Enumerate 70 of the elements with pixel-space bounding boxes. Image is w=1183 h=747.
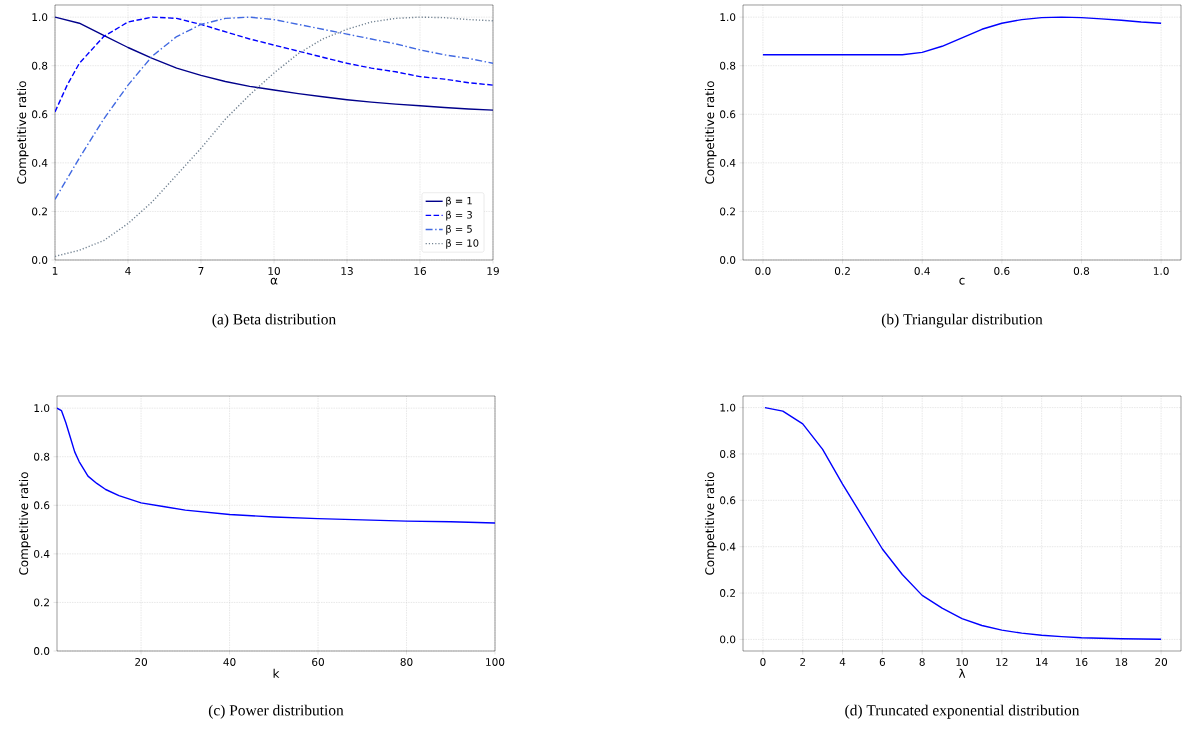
x-tick-label: 0.0 <box>755 267 771 275</box>
x-tick-label: 12 <box>996 658 1008 666</box>
x-tick-label: 4 <box>839 658 846 666</box>
x-axis-title: k <box>273 668 280 678</box>
x-tick-label: 0 <box>760 658 766 666</box>
x-tick-label: 4 <box>125 267 131 275</box>
x-tick-label: 20 <box>135 658 148 666</box>
x-tick-label: 10 <box>956 658 968 666</box>
x-tick-label: 0.6 <box>994 267 1010 275</box>
x-tick-label: 18 <box>1115 658 1128 666</box>
y-tick-label: 0.8 <box>720 61 736 70</box>
line-series <box>764 406 1162 640</box>
y-axis-title: Competitive ratio <box>704 472 717 575</box>
y-tick-label: 0.8 <box>32 61 48 70</box>
legend-label: β = 3 <box>446 210 472 221</box>
x-tick-label: 100 <box>486 658 505 666</box>
x-axis-title: λ <box>958 668 966 678</box>
y-tick-label: 0.6 <box>32 110 48 119</box>
y-axis-title: Competitive ratio <box>704 81 717 184</box>
y-tick-label: 0.2 <box>720 589 735 597</box>
x-tick-label: 0.4 <box>914 267 930 275</box>
x-tick-label: 1.0 <box>1153 267 1169 275</box>
x-tick-label: 19 <box>487 267 499 275</box>
legend-label: β = 5 <box>446 224 472 235</box>
y-tick-label: 0.6 <box>720 496 736 505</box>
x-tick-label: 8 <box>919 658 925 666</box>
x-tick-label: 7 <box>198 267 204 275</box>
y-tick-label: 1.0 <box>32 13 48 22</box>
y-tick-label: 0.4 <box>720 542 736 551</box>
y-tick-label: 0.4 <box>32 158 48 167</box>
y-tick-label: 0.2 <box>32 207 47 216</box>
x-tick-label: 0.8 <box>1073 267 1090 275</box>
x-tick-label: 2 <box>800 658 806 666</box>
x-tick-label: 13 <box>341 267 353 275</box>
x-tick-label: 20 <box>1155 658 1168 666</box>
y-tick-label: 0.0 <box>720 256 736 264</box>
y-tick-label: 0.6 <box>34 501 50 510</box>
text: (a) Beta distribution <box>212 313 336 328</box>
legend-label: β = 1 <box>446 196 472 207</box>
y-tick-label: 0.0 <box>720 635 736 644</box>
y-tick-label: 0.0 <box>34 647 50 655</box>
y-tick-label: 0.6 <box>720 110 736 119</box>
y-axis-title: Competitive ratio <box>16 81 29 184</box>
y-tick-label: 0.8 <box>720 450 736 458</box>
y-tick-label: 0.2 <box>34 598 49 607</box>
y-tick-label: 1.0 <box>720 403 736 412</box>
legend-label: β = 10 <box>446 239 479 249</box>
x-tick-label: 14 <box>1036 658 1048 666</box>
y-tick-label: 1.0 <box>720 13 736 22</box>
x-tick-label: 10 <box>268 267 280 275</box>
x-tick-label: 6 <box>879 658 886 666</box>
y-tick-label: 0.4 <box>34 549 50 558</box>
x-axis-title: c <box>959 277 965 285</box>
y-tick-label: 0.8 <box>34 452 50 461</box>
x-tick-label: 16 <box>414 267 426 275</box>
x-axis-title: α <box>270 277 278 285</box>
y-tick-label: 0.4 <box>720 158 736 167</box>
text: (c) Power distribution <box>208 704 344 719</box>
y-tick-label: 0.0 <box>32 256 48 264</box>
x-tick-label: 0.2 <box>834 267 850 275</box>
y-axis-title: Competitive ratio <box>18 472 31 575</box>
x-tick-label: 80 <box>400 658 413 666</box>
text: (b) Triangular distribution <box>881 313 1043 328</box>
x-tick-label: 16 <box>1075 658 1088 666</box>
x-tick-label: 40 <box>223 658 236 666</box>
y-tick-label: 0.2 <box>720 207 735 216</box>
text: (d) Truncated exponential distribution <box>845 704 1080 719</box>
y-tick-label: 1.0 <box>34 404 50 413</box>
x-tick-label: 1 <box>52 267 58 275</box>
x-tick-label: 60 <box>312 658 324 666</box>
